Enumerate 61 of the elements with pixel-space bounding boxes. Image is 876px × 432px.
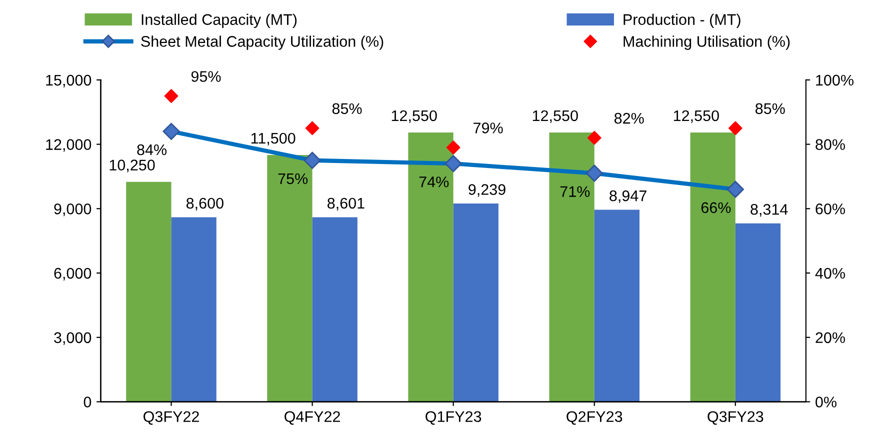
point bbox=[304, 152, 321, 169]
y-tick-label: 0 bbox=[84, 396, 92, 408]
point bbox=[305, 121, 320, 136]
bar bbox=[171, 217, 216, 402]
x-tick-label: Q1FY23 bbox=[426, 411, 482, 425]
x-tick-label: Q4FY22 bbox=[284, 411, 340, 425]
data-label: 85% bbox=[756, 103, 785, 114]
data-label: 85% bbox=[332, 103, 362, 114]
y-tick-label: 3,000 bbox=[54, 332, 92, 345]
bar bbox=[267, 155, 312, 402]
data-label: 75% bbox=[278, 173, 308, 184]
data-label: 82% bbox=[614, 112, 644, 124]
y-tick-label: 12,000 bbox=[46, 139, 92, 152]
bar bbox=[549, 132, 594, 402]
data-label: 11,500 bbox=[251, 132, 296, 146]
bar bbox=[312, 217, 358, 402]
data-label: 8,601 bbox=[328, 198, 364, 210]
point bbox=[446, 140, 460, 154]
y2-tick-label: 60% bbox=[816, 204, 845, 214]
y2-tick-label: 40% bbox=[815, 268, 845, 279]
data-label: 9,239 bbox=[468, 184, 506, 197]
data-label: 12,550 bbox=[392, 110, 437, 123]
data-label: 8,947 bbox=[610, 190, 646, 204]
data-label: 10,250 bbox=[110, 160, 155, 172]
y-tick-label: 9,000 bbox=[54, 204, 92, 216]
y-tick-label: 6,000 bbox=[54, 268, 92, 281]
point bbox=[728, 121, 742, 136]
bar bbox=[453, 204, 498, 402]
legend-label: Installed Capacity (MT) bbox=[142, 14, 297, 28]
point bbox=[164, 89, 178, 103]
point bbox=[162, 122, 180, 140]
data-label: 74% bbox=[419, 176, 449, 188]
x-tick-label: Q2FY23 bbox=[566, 411, 622, 425]
point bbox=[444, 155, 462, 172]
data-label: 71% bbox=[560, 186, 590, 197]
data-label: 84% bbox=[137, 144, 167, 156]
point bbox=[587, 130, 602, 145]
y2-tick-label: 80% bbox=[816, 139, 845, 150]
y2-tick-label: 20% bbox=[816, 332, 845, 344]
legend-label: Machining Utilisation (%) bbox=[624, 36, 790, 50]
bar bbox=[126, 182, 172, 402]
data-label: 66% bbox=[701, 202, 731, 214]
data-label: 12,550 bbox=[532, 110, 578, 123]
legend-label: Sheet Metal Capacity Utilization (%) bbox=[141, 36, 384, 50]
legend-label: Production - (MT) bbox=[624, 14, 740, 28]
y2-tick-label: 0% bbox=[816, 396, 836, 408]
bar bbox=[690, 132, 736, 402]
x-tick-label: Q3FY22 bbox=[144, 411, 199, 425]
data-label: 95% bbox=[191, 71, 221, 82]
point bbox=[726, 180, 744, 198]
data-label: 8,314 bbox=[750, 204, 788, 217]
data-label: 8,600 bbox=[186, 198, 224, 210]
data-label: 12,550 bbox=[674, 110, 719, 123]
bar bbox=[735, 223, 781, 402]
y2-tick-label: 100% bbox=[816, 74, 854, 86]
point bbox=[586, 164, 603, 182]
data-label: 79% bbox=[474, 122, 503, 134]
bar bbox=[408, 132, 454, 402]
bar bbox=[594, 210, 640, 402]
y-tick-label: 15,000 bbox=[46, 74, 92, 88]
x-tick-label: Q3FY23 bbox=[708, 411, 764, 425]
